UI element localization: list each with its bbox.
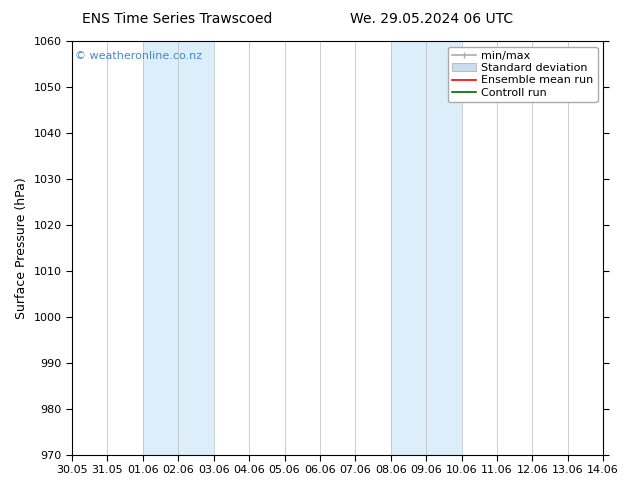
Legend: min/max, Standard deviation, Ensemble mean run, Controll run: min/max, Standard deviation, Ensemble me…	[448, 47, 598, 102]
Bar	[143, 41, 214, 455]
Bar	[391, 41, 462, 455]
Text: We. 29.05.2024 06 UTC: We. 29.05.2024 06 UTC	[349, 12, 513, 26]
Y-axis label: Surface Pressure (hPa): Surface Pressure (hPa)	[15, 177, 28, 318]
Text: © weatheronline.co.nz: © weatheronline.co.nz	[75, 51, 202, 61]
Text: ENS Time Series Trawscoed: ENS Time Series Trawscoed	[82, 12, 273, 26]
